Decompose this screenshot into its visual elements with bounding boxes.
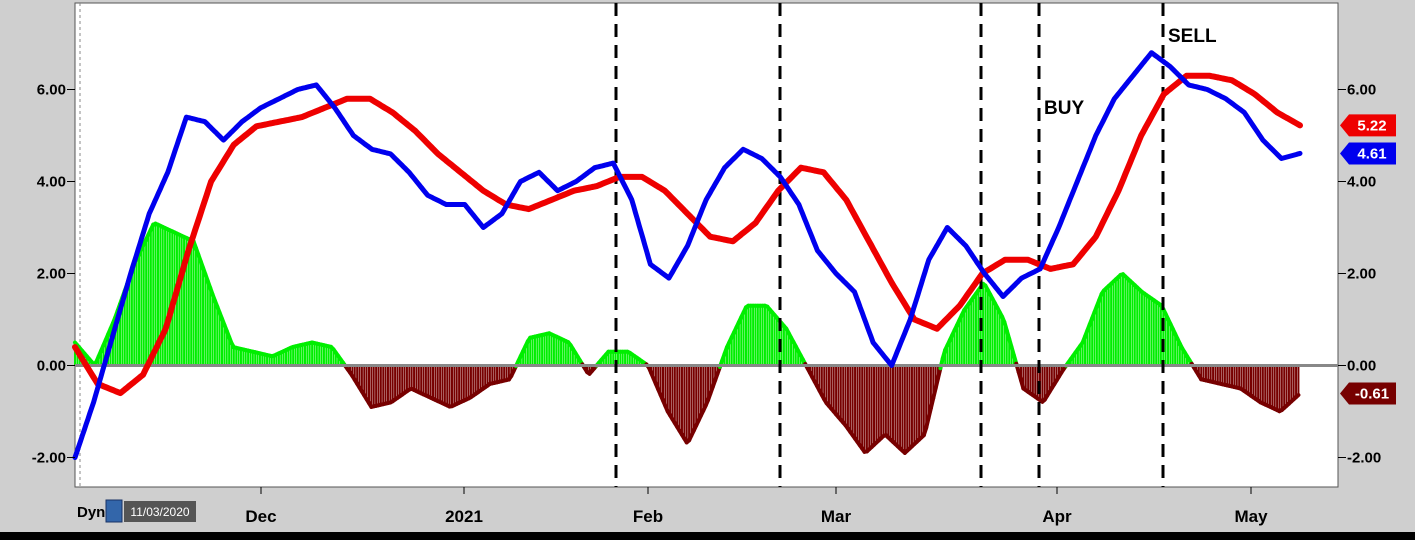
histogram-outline-segment <box>1296 395 1298 397</box>
x-tick-label: Apr <box>1042 507 1072 526</box>
value-badge-label: 5.22 <box>1357 117 1386 134</box>
sell-annotation: SELL <box>1168 26 1217 47</box>
y-tick-label-left: -2.00 <box>32 450 66 467</box>
y-tick-label-right: -2.00 <box>1347 450 1381 467</box>
y-tick-label-left: 0.00 <box>37 358 66 375</box>
y-tick-label-left: 4.00 <box>37 174 66 191</box>
bottom-bar <box>0 532 1415 540</box>
y-tick-label-right: 0.00 <box>1347 358 1376 375</box>
value-badge-label: 4.61 <box>1357 145 1386 162</box>
y-tick-label-right: 6.00 <box>1347 82 1376 99</box>
date-label: 11/03/2020 <box>130 505 189 519</box>
y-tick-label-left: 6.00 <box>37 82 66 99</box>
y-tick-label-left: 2.00 <box>37 266 66 283</box>
x-tick-label: Mar <box>821 507 852 526</box>
x-tick-label: Dec <box>245 507 276 526</box>
value-badge-label: -0.61 <box>1355 386 1389 403</box>
x-tick-label: 2021 <box>445 507 483 526</box>
buy-annotation: BUY <box>1044 98 1084 119</box>
y-tick-label-right: 2.00 <box>1347 266 1376 283</box>
x-tick-label: Feb <box>633 507 663 526</box>
calendar-icon[interactable] <box>106 500 122 522</box>
y-tick-label-right: 4.00 <box>1347 174 1376 191</box>
corner-text: Dyn <box>77 504 105 521</box>
x-tick-label: May <box>1234 507 1268 526</box>
plot-area <box>75 3 1338 487</box>
